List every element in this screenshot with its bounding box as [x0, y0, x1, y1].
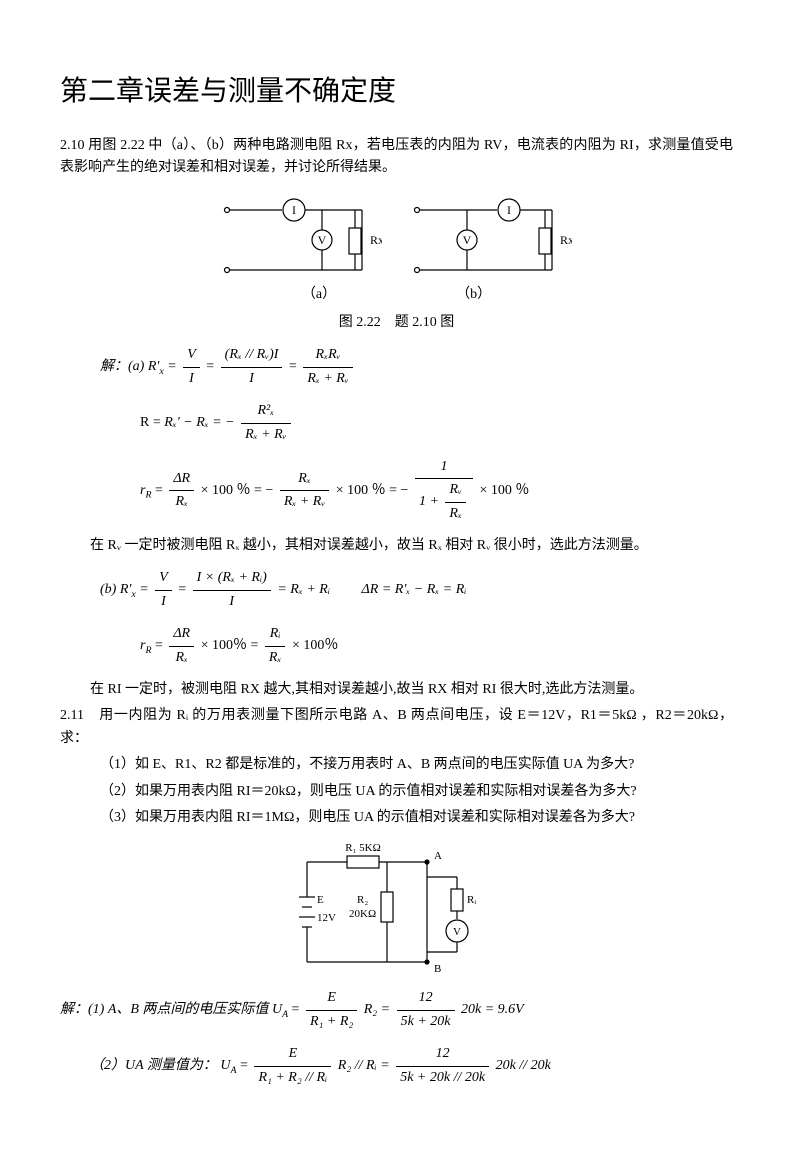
q3: （3）如果万用表内阻 RI＝1MΩ，则电压 UA 的示值相对误差和实际相对误差各…	[100, 807, 733, 829]
circuit-211: R₁ 5KΩ R₂ 20KΩ E 12V Rᵢ V A B	[287, 837, 507, 977]
e-label-1: E	[317, 894, 324, 906]
problem-2-11-text: 2.11 用一内阻为 Rᵢ 的万用表测量下图所示电路 A、B 两点间电压，设 E…	[60, 705, 733, 750]
r2-label-2: 20KΩ	[349, 908, 376, 920]
eq-211-1: 解：(1) A、B 两点间的电压实际值 UA = ER₁ + R₂ R₂ = 1…	[60, 987, 733, 1033]
circuit-a: I V Rx	[222, 190, 382, 280]
chapter-title: 第二章误差与测量不确定度	[60, 70, 733, 115]
eq-b2: rR = ΔRRₓ × 100％ = RᵢRₓ × 100％	[140, 623, 733, 669]
ammeter-label-b: I	[507, 203, 511, 217]
discussion-a: 在 Rᵥ 一定时被测电阻 Rₓ 越小，其相对误差越小，故当 Rₓ 相对 Rᵥ 很…	[90, 535, 733, 557]
eq-a3: rR = ΔRRₓ × 100 ％ = − RₓRₓ + Rᵥ × 100 ％ …	[140, 456, 733, 525]
node-b: B	[434, 963, 441, 975]
fig-sub-a: （a）	[302, 284, 336, 306]
circuit-b: I V Rx	[412, 190, 572, 280]
voltmeter-label: V	[317, 233, 326, 247]
rx-label: Rx	[370, 233, 382, 247]
r1-label: R₁ 5KΩ	[345, 842, 381, 854]
voltmeter-label-b: V	[462, 233, 471, 247]
ri-label: Rᵢ	[467, 894, 476, 906]
problem-2-10-text: 2.10 用图 2.22 中（a）、（b）两种电路测电阻 Rx，若电压表的内阻为…	[60, 135, 733, 180]
q1: （1）如 E、R1、R2 都是标准的，不接万用表时 A、B 两点间的电压实际值 …	[100, 754, 733, 776]
discussion-b: 在 RI 一定时，被测电阻 RX 越大,其相对误差越小,故当 RX 相对 RI …	[90, 679, 733, 701]
eq-a1: 解：(a) R'x = VI = (Rₓ // Rᵥ)II = RₓRᵥRₓ +…	[100, 344, 733, 390]
fig-sub-b: （b）	[456, 284, 491, 306]
eq-211-2: （2）UA 测量值为： UA = ER₁ + R₂ // Rᵢ R₂ // Rᵢ…	[90, 1043, 733, 1089]
fig-caption: 图 2.22 题 2.10 图	[60, 312, 733, 334]
q2: （2）如果万用表内阻 RI＝20kΩ，则电压 UA 的示值相对误差和实际相对误差…	[100, 781, 733, 803]
eq-a2: R = Rₓ' − Rₓ = − R²ₓRₓ + Rᵥ	[140, 400, 733, 446]
rx-label-b: Rx	[560, 233, 572, 247]
e-label-2: 12V	[317, 912, 336, 924]
node-a: A	[434, 850, 442, 862]
eq-b1: (b) R'x = VI = I × (Rₓ + Rᵢ)I = Rₓ + Rᵢ …	[100, 567, 733, 613]
r2-label-1: R₂	[357, 894, 368, 906]
figure-2-22: I V Rx I V Rx	[60, 190, 733, 280]
ammeter-label: I	[292, 203, 296, 217]
v-label: V	[453, 926, 461, 938]
